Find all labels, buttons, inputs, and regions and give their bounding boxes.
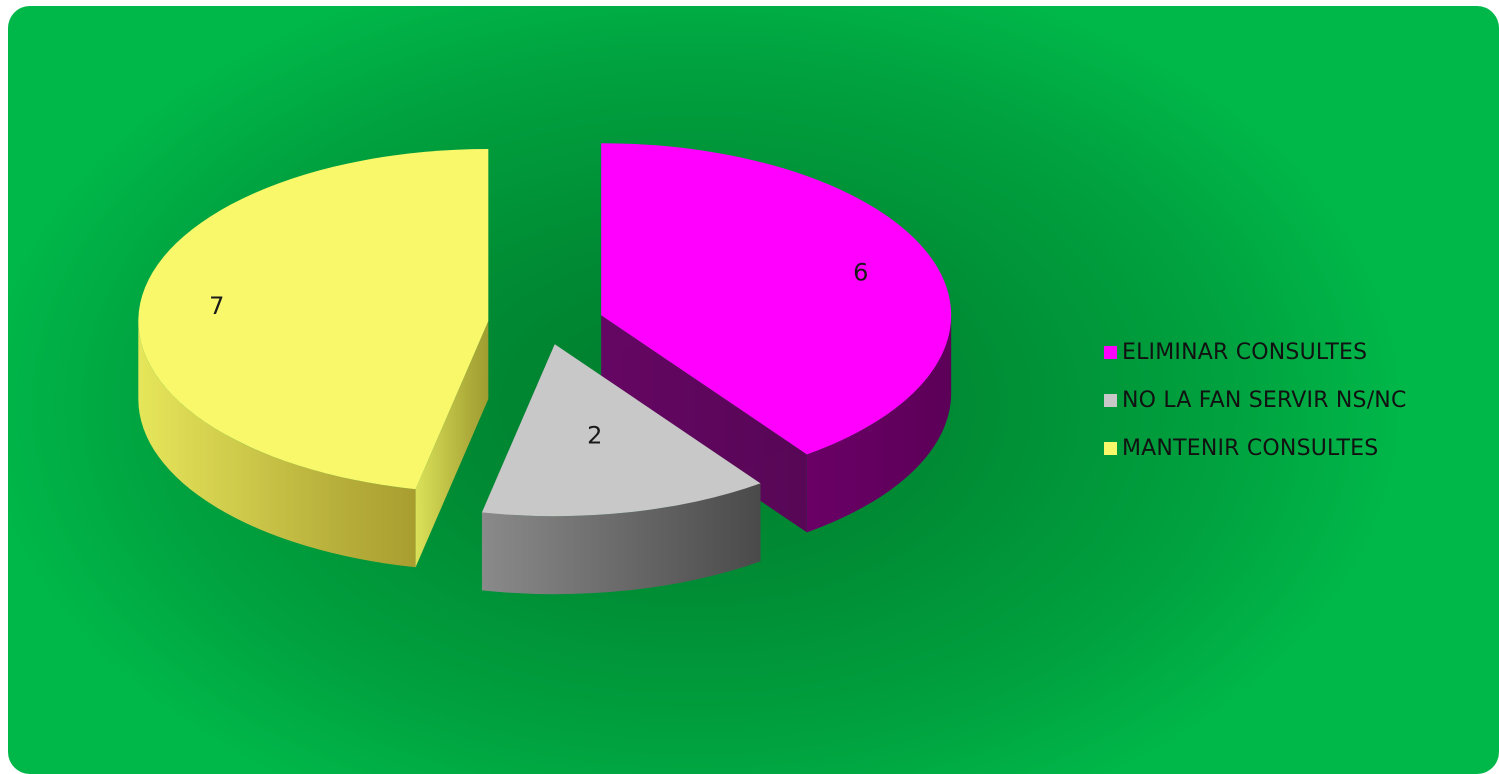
legend-label: ELIMINAR CONSULTES bbox=[1122, 339, 1368, 365]
legend-swatch bbox=[1104, 441, 1117, 455]
legend-swatch bbox=[1104, 345, 1117, 359]
legend-item-mantenir: MANTENIR CONSULTES bbox=[1104, 424, 1407, 472]
data-label: 2 bbox=[587, 422, 602, 450]
pie-slice-top bbox=[601, 143, 952, 455]
data-label: 7 bbox=[209, 292, 224, 320]
pie-slice-wall bbox=[415, 321, 489, 568]
pie-slice-wall bbox=[601, 315, 807, 533]
pie-slice-side bbox=[806, 315, 952, 533]
pie-slice bbox=[481, 344, 761, 595]
pie-chart: 6 2 7 bbox=[138, 143, 952, 595]
chart-area: 6 2 7 ELIMINAR CONSULTES NO LA FAN SERVIR … bbox=[8, 6, 1499, 774]
pie-slice bbox=[601, 143, 952, 533]
data-label: 6 bbox=[853, 259, 868, 287]
pie-slice-side bbox=[481, 483, 761, 595]
legend: ELIMINAR CONSULTES NO LA FAN SERVIR NS/N… bbox=[1104, 328, 1407, 472]
legend-item-eliminar: ELIMINAR CONSULTES bbox=[1104, 328, 1407, 376]
pie-slice-side bbox=[138, 321, 416, 568]
pie-slice-top bbox=[481, 344, 761, 517]
pie-slice bbox=[138, 149, 489, 568]
legend-swatch bbox=[1104, 393, 1117, 407]
pie-slice-top bbox=[138, 149, 489, 490]
legend-label: NO LA FAN SERVIR NS/NC bbox=[1122, 387, 1407, 413]
legend-item-no-la-fan-servir: NO LA FAN SERVIR NS/NC bbox=[1104, 376, 1407, 424]
legend-label: MANTENIR CONSULTES bbox=[1122, 435, 1379, 461]
